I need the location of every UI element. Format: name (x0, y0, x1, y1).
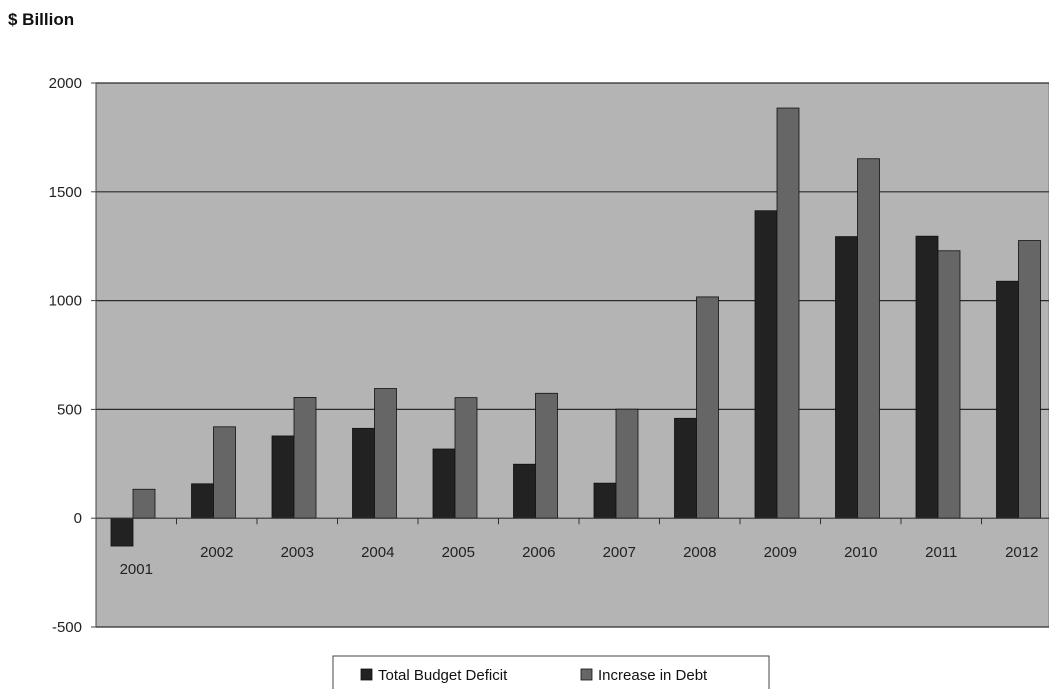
bar-deficit-2001 (110, 517, 134, 547)
legend-box (332, 655, 770, 689)
x-tick-label: 2001 (120, 561, 153, 578)
bar-debt-2010 (857, 158, 880, 519)
bar-deficit-2004 (352, 427, 375, 519)
x-tick-label: 2010 (844, 544, 877, 561)
bar-deficit-2011 (915, 235, 939, 519)
bar-deficit-2005 (432, 448, 456, 519)
x-tick-label: 2005 (442, 544, 475, 561)
x-tick-label: 2009 (764, 544, 797, 561)
bar-deficit-2009 (754, 210, 778, 519)
bar-deficit-2012 (996, 280, 1019, 519)
bar-debt-2012 (1018, 240, 1041, 519)
bar-debt-2007 (615, 408, 639, 519)
bar-debt-2008 (696, 296, 719, 519)
legend-swatch (580, 668, 593, 681)
bar-debt-2005 (454, 397, 478, 519)
x-tick-labels: 2001 2002 2003 2004 2005 2006 2007 2008 2009 2010… (120, 544, 1039, 578)
x-tick-label: 2008 (683, 544, 716, 561)
bar-debt-2001 (132, 488, 156, 519)
chart-title: $ Billion (8, 10, 75, 29)
bar-deficit-2003 (271, 435, 295, 519)
bar-debt-2002 (213, 426, 236, 519)
bars (110, 107, 1041, 547)
x-tick-label: 2003 (281, 544, 314, 561)
x-tick-label: 2007 (603, 544, 636, 561)
bar-deficit-2008 (674, 417, 697, 519)
bar-deficit-2006 (513, 463, 536, 519)
bar-debt-2006 (535, 392, 558, 519)
bar-deficit-2002 (191, 483, 214, 519)
gridlines (96, 82, 1049, 628)
x-tick-label: 2002 (200, 544, 233, 561)
bar-deficit-2007 (593, 482, 617, 519)
bar-debt-2003 (293, 397, 317, 519)
bar-debt-2011 (937, 250, 961, 519)
bar-deficit-2010 (835, 236, 858, 519)
y-tick-label: 1500 (49, 184, 82, 201)
plot-area (95, 82, 1049, 628)
bar-debt-2009 (776, 107, 800, 519)
y-tick-label: 2000 (49, 75, 82, 92)
legend-label: Increase in Debt (598, 667, 708, 684)
x-axis (96, 517, 1049, 525)
y-tick-label: 500 (57, 401, 82, 418)
y-axis: -500 0 500 1000 1500 2000 (49, 75, 97, 636)
y-tick-label: 0 (74, 510, 82, 527)
x-tick-label: 2004 (361, 544, 394, 561)
legend-label: Total Budget Deficit (378, 667, 508, 684)
y-tick-label: -500 (52, 619, 82, 636)
legend-swatch (360, 668, 373, 681)
bar-debt-2004 (374, 388, 397, 519)
x-tick-label: 2012 (1005, 544, 1038, 561)
legend: Total Budget Deficit Increase in Debt (332, 655, 770, 689)
x-tick-label: 2011 (925, 544, 957, 561)
x-tick-label: 2006 (522, 544, 555, 561)
y-tick-label: 1000 (49, 293, 82, 310)
